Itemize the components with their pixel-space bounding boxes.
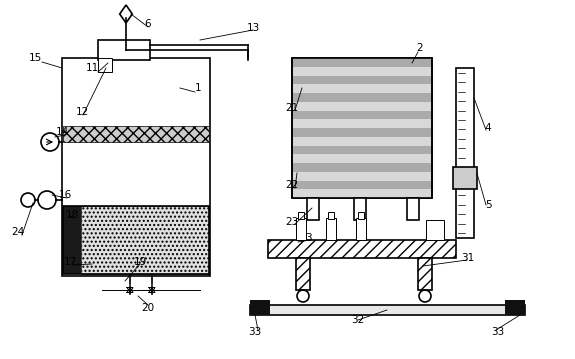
Bar: [296, 258, 310, 290]
Bar: [456, 68, 474, 238]
Bar: [81, 206, 209, 274]
Text: 5: 5: [485, 200, 491, 210]
Bar: [293, 93, 431, 102]
Text: 20: 20: [141, 303, 155, 313]
Text: 13: 13: [246, 23, 260, 33]
Text: 17: 17: [63, 257, 76, 267]
Bar: [293, 111, 431, 119]
Text: 15: 15: [28, 53, 41, 63]
Text: 11: 11: [85, 63, 99, 73]
Text: 6: 6: [145, 19, 151, 29]
Text: 19: 19: [133, 257, 147, 267]
Text: 3: 3: [305, 233, 311, 243]
Bar: [63, 206, 209, 274]
Bar: [293, 67, 431, 75]
Bar: [63, 126, 209, 142]
Bar: [250, 300, 270, 315]
Bar: [328, 212, 334, 219]
Bar: [293, 154, 431, 163]
Bar: [293, 84, 431, 93]
Bar: [505, 300, 525, 315]
Bar: [250, 305, 525, 315]
Bar: [293, 163, 431, 172]
Bar: [98, 40, 150, 60]
Text: 16: 16: [59, 190, 72, 200]
Text: 12: 12: [75, 107, 89, 117]
Bar: [293, 58, 431, 67]
Bar: [407, 198, 419, 220]
Bar: [293, 137, 431, 145]
Bar: [293, 75, 431, 84]
Bar: [298, 212, 304, 219]
Bar: [293, 172, 431, 181]
Bar: [98, 58, 112, 72]
Text: 33: 33: [248, 327, 262, 337]
Text: 22: 22: [285, 180, 298, 190]
Text: 23: 23: [285, 217, 298, 227]
Text: 2: 2: [417, 43, 423, 53]
Bar: [358, 212, 364, 219]
Bar: [418, 258, 432, 290]
Text: 21: 21: [285, 103, 298, 113]
Bar: [293, 102, 431, 111]
Text: 18: 18: [66, 210, 79, 220]
Bar: [426, 220, 444, 240]
Text: 33: 33: [492, 327, 505, 337]
Text: 14: 14: [55, 127, 68, 137]
Text: 24: 24: [12, 227, 25, 237]
Bar: [268, 240, 456, 258]
Bar: [354, 198, 366, 220]
Bar: [62, 58, 210, 276]
Text: 1: 1: [195, 83, 201, 93]
Bar: [356, 218, 366, 240]
Bar: [292, 58, 432, 198]
Text: 31: 31: [461, 253, 474, 263]
Text: 32: 32: [351, 315, 365, 325]
Bar: [292, 58, 432, 198]
Text: 4: 4: [485, 123, 491, 133]
Bar: [326, 218, 336, 240]
Bar: [293, 181, 431, 189]
Bar: [293, 119, 431, 128]
Bar: [296, 218, 306, 240]
Bar: [307, 198, 319, 220]
Bar: [453, 167, 477, 188]
Bar: [293, 128, 431, 137]
Bar: [293, 189, 431, 198]
Bar: [63, 206, 81, 274]
Bar: [293, 145, 431, 154]
